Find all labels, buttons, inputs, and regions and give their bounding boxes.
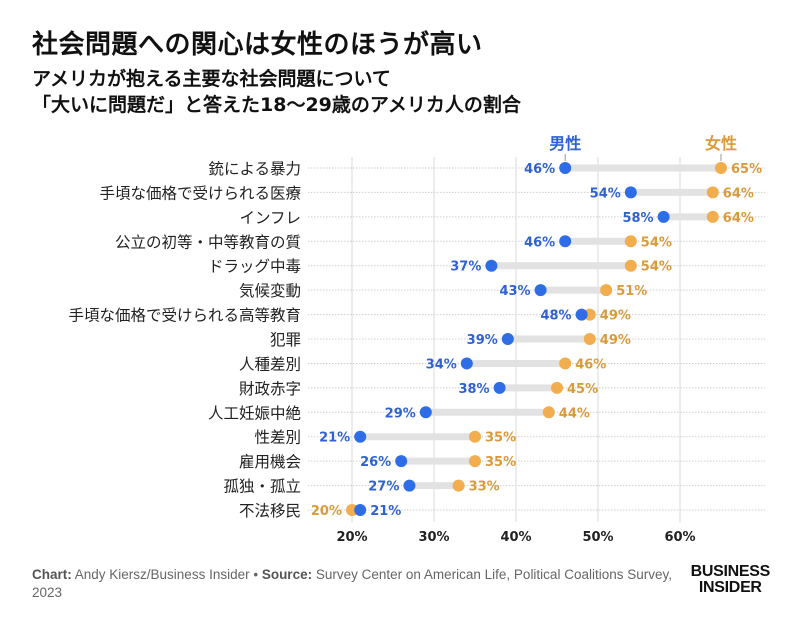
category-label: 性差別 bbox=[254, 429, 301, 447]
male-dot bbox=[534, 284, 547, 297]
female-dot bbox=[624, 235, 637, 248]
male-dot bbox=[354, 430, 367, 443]
female-value-label: 33% bbox=[469, 480, 500, 495]
dumbbell-chart: 20% 30% 40% 50% 60% 銃による暴力 46% 65% 手頃な価格で受けられる医療… bbox=[68, 134, 765, 545]
chart-subtitle: アメリカが抱える主要な社会問題について 「大いに問題だ」と答えた18〜29歳のア… bbox=[32, 66, 521, 118]
x-tick-label: 40% bbox=[500, 530, 531, 545]
male-value-label: 21% bbox=[370, 504, 401, 519]
female-dot bbox=[624, 259, 637, 272]
male-dot bbox=[559, 162, 572, 174]
female-dot bbox=[600, 284, 613, 297]
female-value-label: 49% bbox=[600, 309, 631, 324]
chart-title: 社会問題への関心は女性のほうが高い bbox=[32, 30, 483, 60]
male-value-label: 37% bbox=[450, 260, 481, 275]
category-label: 手頃な価格で受けられる医療 bbox=[99, 184, 301, 202]
male-dot bbox=[501, 333, 514, 346]
female-dot bbox=[706, 186, 719, 199]
male-value-label: 48% bbox=[540, 309, 571, 324]
male-value-label: 34% bbox=[426, 357, 457, 372]
female-dot bbox=[583, 333, 596, 346]
male-dot bbox=[559, 235, 572, 248]
subtitle-line-2: 「大いに問題だ」と答えた18〜29歳のアメリカ人の割合 bbox=[32, 94, 521, 116]
male-value-label: 54% bbox=[590, 186, 621, 201]
category-label: 孤独・孤立 bbox=[223, 478, 301, 496]
male-value-label: 46% bbox=[524, 162, 555, 177]
female-value-label: 65% bbox=[731, 162, 762, 177]
male-value-label: 43% bbox=[499, 284, 530, 299]
x-tick-label: 20% bbox=[336, 530, 367, 545]
female-dot bbox=[346, 504, 358, 517]
x-tick-label: 60% bbox=[664, 530, 695, 545]
category-label: ドラッグ中毒 bbox=[208, 258, 301, 276]
female-dot bbox=[452, 479, 465, 492]
female-value-label: 64% bbox=[723, 186, 754, 201]
logo-line-1: BUSINESS bbox=[690, 563, 771, 580]
male-dot bbox=[354, 504, 367, 517]
category-label: 人工妊娠中絶 bbox=[208, 404, 301, 422]
male-dot bbox=[485, 259, 498, 272]
category-label: 雇用機会 bbox=[239, 453, 301, 471]
category-label: 不法移民 bbox=[239, 502, 301, 520]
male-dot bbox=[493, 381, 506, 394]
female-value-label: 49% bbox=[600, 333, 631, 348]
female-dot bbox=[706, 210, 719, 223]
female-value-label: 44% bbox=[559, 406, 590, 421]
category-label: 公立の初等・中等教育の質 bbox=[115, 233, 301, 251]
female-dot bbox=[551, 381, 563, 394]
source-label: Source: bbox=[261, 567, 313, 582]
male-dot bbox=[460, 357, 473, 370]
business-insider-logo: BUSINESS INSIDER bbox=[690, 563, 771, 596]
male-dot bbox=[395, 455, 408, 468]
male-value-label: 26% bbox=[360, 455, 391, 470]
male-value-label: 29% bbox=[385, 406, 416, 421]
category-label: 財政赤字 bbox=[239, 380, 301, 398]
legend-female: 女性 bbox=[705, 134, 737, 153]
male-value-label: 39% bbox=[467, 333, 498, 348]
male-value-label: 46% bbox=[524, 235, 555, 250]
male-dot bbox=[575, 308, 588, 321]
female-dot bbox=[469, 455, 481, 468]
female-value-label: 64% bbox=[723, 211, 754, 226]
male-dot bbox=[657, 210, 670, 223]
female-dot bbox=[469, 430, 481, 443]
legend-male: 男性 bbox=[549, 134, 581, 153]
logo-line-2: INSIDER bbox=[698, 579, 762, 596]
female-value-label: 35% bbox=[485, 431, 516, 446]
female-value-label: 54% bbox=[641, 235, 672, 250]
female-value-label: 20% bbox=[311, 504, 342, 519]
category-label: 犯罪 bbox=[270, 331, 301, 349]
category-label: 手頃な価格で受けられる高等教育 bbox=[68, 307, 301, 325]
female-dot bbox=[559, 357, 572, 370]
female-dot bbox=[542, 406, 555, 419]
chart-credit-label: Chart: bbox=[32, 567, 72, 582]
male-value-label: 21% bbox=[319, 431, 350, 446]
female-value-label: 51% bbox=[616, 284, 647, 299]
male-value-label: 58% bbox=[622, 211, 653, 226]
female-dot bbox=[583, 308, 596, 321]
chart-footer: Chart: Andy Kiersz/Business Insider • So… bbox=[32, 566, 692, 602]
subtitle-line-1: アメリカが抱える主要な社会問題について bbox=[32, 68, 391, 90]
category-label: 人種差別 bbox=[239, 355, 301, 373]
category-label: インフレ bbox=[239, 209, 301, 227]
source-text: Survey Center on American Life, Politica… bbox=[32, 567, 672, 600]
female-value-label: 46% bbox=[575, 357, 606, 372]
male-dot bbox=[624, 186, 637, 199]
female-value-label: 54% bbox=[641, 260, 672, 275]
female-value-label: 35% bbox=[485, 455, 516, 470]
female-dot bbox=[715, 162, 727, 174]
male-value-label: 38% bbox=[458, 382, 489, 397]
category-label: 気候変動 bbox=[239, 282, 301, 300]
category-label: 銃による暴力 bbox=[208, 160, 301, 178]
male-dot bbox=[403, 479, 416, 492]
x-tick-label: 50% bbox=[582, 530, 613, 545]
chart-credit: Andy Kiersz/Business Insider • bbox=[71, 567, 262, 582]
male-value-label: 27% bbox=[368, 480, 399, 495]
male-dot bbox=[419, 406, 432, 419]
female-value-label: 45% bbox=[567, 382, 598, 397]
x-tick-label: 30% bbox=[418, 530, 449, 545]
